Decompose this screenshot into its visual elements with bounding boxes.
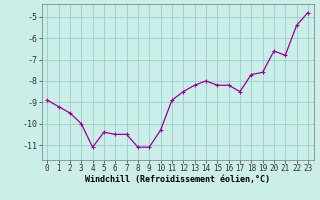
X-axis label: Windchill (Refroidissement éolien,°C): Windchill (Refroidissement éolien,°C) [85,175,270,184]
